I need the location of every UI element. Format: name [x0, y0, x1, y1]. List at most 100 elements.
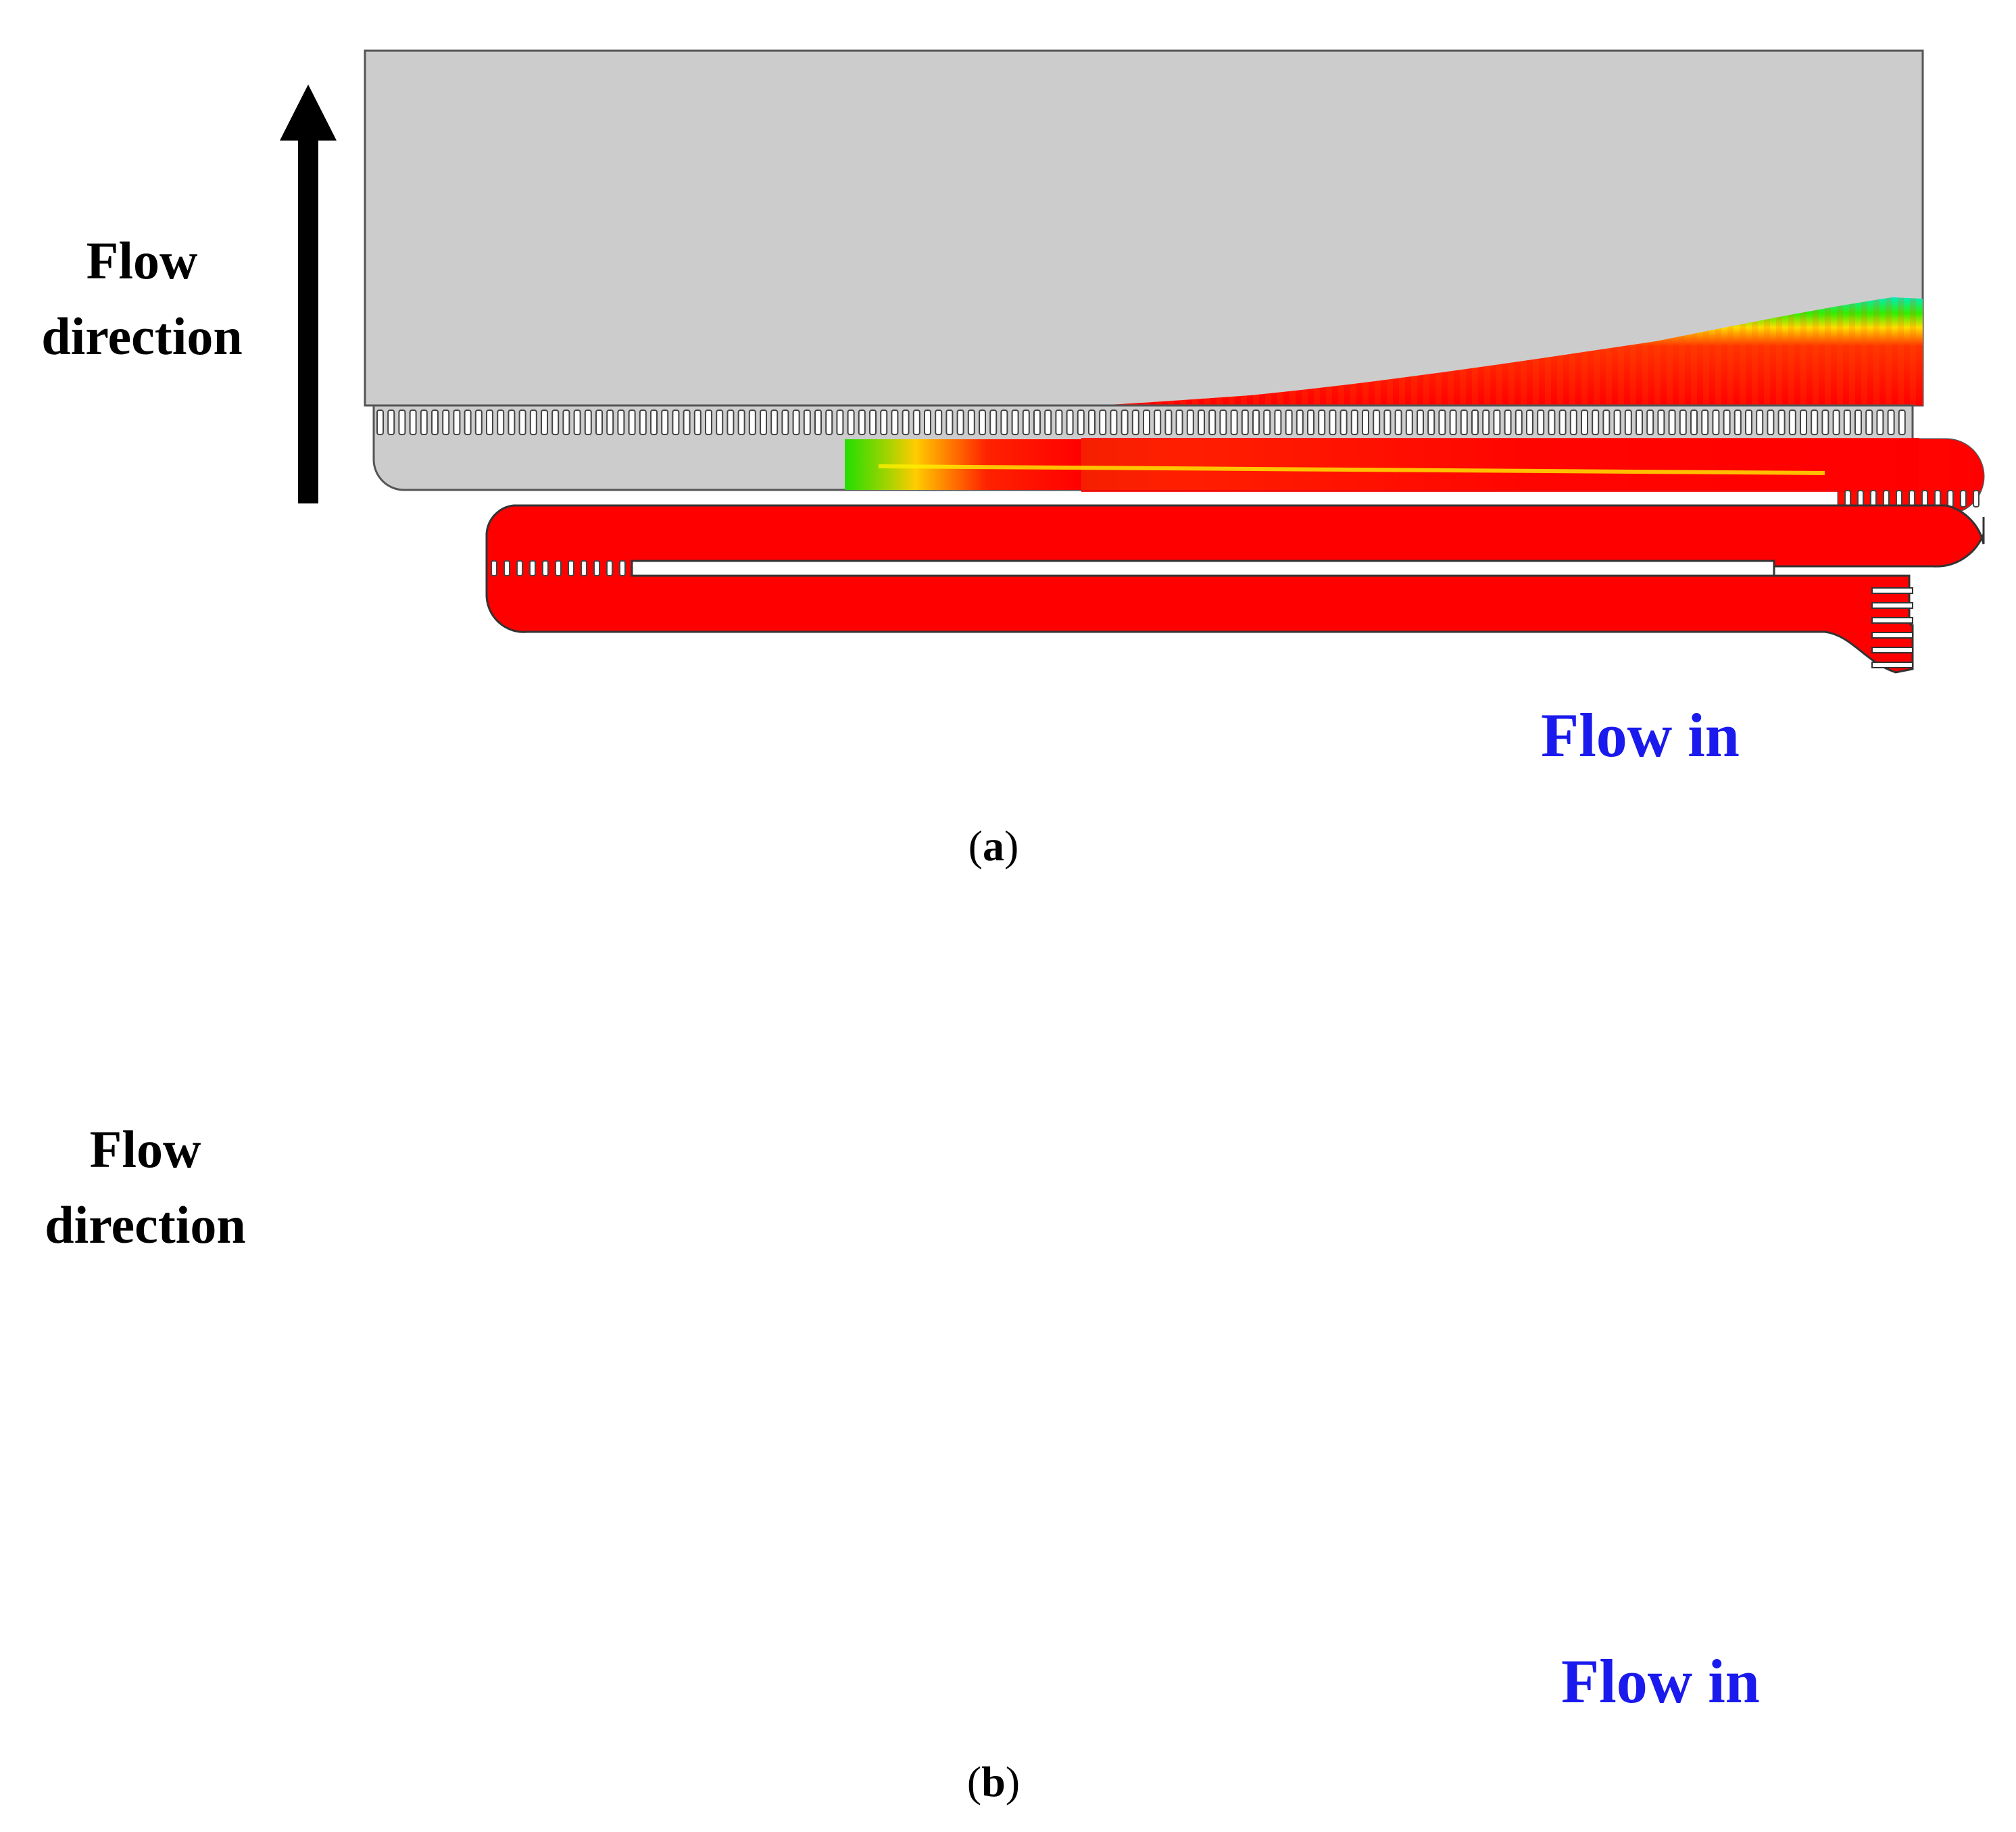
slot	[1088, 410, 1096, 435]
slot	[1745, 410, 1752, 435]
slot	[1011, 410, 1019, 435]
inlet-fin	[1871, 662, 1913, 668]
slot	[1362, 410, 1369, 435]
flow-direction-line1: Flow	[89, 1120, 201, 1179]
slot	[1537, 410, 1545, 435]
slot	[1044, 410, 1052, 435]
slot	[1767, 410, 1775, 435]
slot	[1482, 410, 1490, 435]
slot	[1921, 490, 1928, 507]
slot	[847, 410, 855, 435]
flow-direction-label: Flow direction	[17, 1112, 274, 1263]
slot	[1285, 410, 1293, 435]
slot	[781, 410, 789, 435]
inlet-fin	[1871, 632, 1913, 639]
slot	[1876, 410, 1884, 435]
slot	[1592, 410, 1600, 435]
slot	[1624, 410, 1632, 435]
slot	[693, 410, 702, 435]
slot	[387, 410, 395, 435]
slot	[1832, 410, 1840, 435]
slot	[1099, 410, 1107, 435]
slot	[912, 410, 920, 435]
slot	[1657, 410, 1665, 435]
slot	[376, 410, 384, 435]
slot	[1723, 410, 1731, 435]
slot	[902, 410, 910, 435]
slot	[541, 410, 548, 435]
slot	[431, 410, 439, 435]
slot	[924, 410, 931, 435]
slot	[1066, 410, 1074, 435]
slot	[1857, 490, 1864, 507]
slot	[606, 560, 613, 576]
slot-array-top	[376, 410, 1906, 435]
slot	[1460, 410, 1468, 435]
slot	[1198, 410, 1205, 435]
slot	[1329, 410, 1337, 435]
slot	[453, 410, 461, 435]
slot	[1896, 490, 1902, 507]
slot	[1558, 410, 1567, 435]
slot	[1493, 410, 1501, 435]
slot	[1438, 410, 1446, 435]
slot	[1208, 410, 1216, 435]
slot	[770, 410, 779, 435]
slot	[1581, 410, 1588, 435]
slot	[584, 410, 592, 435]
slot	[581, 560, 587, 576]
slot	[1154, 410, 1162, 435]
slot	[1883, 490, 1890, 507]
slot	[542, 560, 549, 576]
slot	[760, 410, 767, 435]
slot	[1646, 410, 1654, 435]
slot	[619, 560, 626, 576]
slot	[989, 410, 998, 435]
slot	[1307, 410, 1314, 435]
slot	[1811, 410, 1819, 435]
slot	[508, 410, 516, 435]
slot	[474, 410, 483, 435]
slot	[628, 410, 636, 435]
slot	[1898, 410, 1906, 435]
slot	[1909, 490, 1915, 507]
slot	[869, 410, 877, 435]
slot	[1110, 410, 1118, 435]
slot-array-right	[1844, 490, 1980, 507]
slot	[1405, 410, 1413, 435]
slot	[593, 560, 600, 576]
slot	[672, 410, 680, 435]
slot	[1121, 410, 1129, 435]
slot	[1318, 410, 1326, 435]
slot	[1373, 410, 1381, 435]
slot	[1865, 410, 1873, 435]
slot	[1960, 490, 1967, 507]
flow-direction-label: Flow direction	[14, 223, 270, 374]
slot	[1821, 410, 1829, 435]
slot	[891, 410, 899, 435]
slot	[945, 410, 954, 435]
slot	[1077, 410, 1085, 435]
slot	[1800, 410, 1807, 435]
slot	[1526, 410, 1533, 435]
slot	[1679, 410, 1687, 435]
slot	[1274, 410, 1282, 435]
slot	[1350, 410, 1358, 435]
slot	[486, 410, 493, 435]
slot	[1788, 410, 1796, 435]
slot	[956, 410, 964, 435]
slot	[1756, 410, 1764, 435]
slot	[1734, 410, 1742, 435]
inlet-fin	[1871, 587, 1913, 594]
slot	[1055, 410, 1063, 435]
caption-open: (	[966, 1758, 982, 1806]
slot	[1175, 410, 1183, 435]
slot	[1263, 410, 1271, 435]
slot	[1186, 410, 1194, 435]
slot	[748, 410, 756, 435]
slot	[1449, 410, 1457, 435]
slot	[1844, 490, 1851, 507]
inlet-fin	[1871, 617, 1913, 624]
slot	[1383, 410, 1392, 435]
slot	[1934, 490, 1941, 507]
